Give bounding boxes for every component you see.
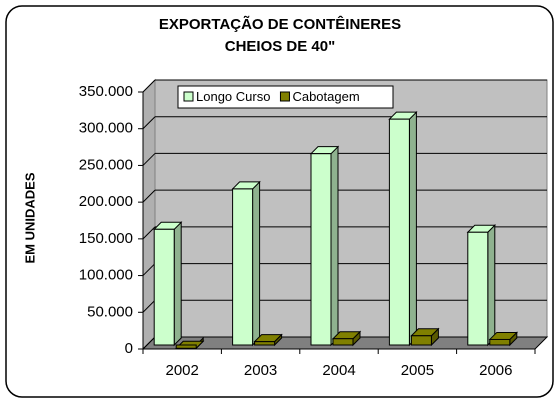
y-tick-label: 200.000: [79, 193, 133, 210]
bar: [388, 118, 410, 346]
chart-title: EXPORTAÇÃO DE CONTÊINERES: [159, 15, 401, 33]
grid-line: [142, 263, 156, 276]
x-tick-label: 2004: [322, 362, 355, 379]
bar: [410, 335, 432, 346]
bar: [153, 228, 175, 346]
bar: [467, 231, 489, 346]
bar: [175, 344, 197, 349]
bar-side: [408, 110, 417, 347]
x-tick-label: 2003: [244, 362, 277, 379]
grid-line: [142, 153, 156, 166]
bar: [489, 338, 511, 346]
bar-side: [330, 145, 339, 347]
grid-line: [142, 79, 156, 93]
grid-line: [142, 226, 156, 240]
y-tick-label: 0: [125, 340, 133, 357]
bar: [310, 153, 332, 346]
legend-label: Longo Curso: [196, 89, 270, 104]
legend-label: Cabotagem: [292, 89, 359, 104]
bar: [254, 341, 276, 346]
y-tick-label: 150.000: [79, 230, 133, 247]
y-tick-label: 350.000: [79, 83, 133, 100]
x-tick-label: 2002: [166, 362, 199, 379]
y-tick-label: 50.000: [87, 303, 133, 320]
grid-line: [142, 189, 156, 203]
y-tick-label: 100.000: [79, 267, 133, 284]
x-tick-label: 2006: [479, 362, 512, 379]
y-tick-label: 300.000: [79, 120, 133, 137]
legend-swatch: [279, 91, 290, 102]
legend-swatch: [183, 91, 194, 102]
bar-side: [252, 180, 261, 347]
y-tick-label: 250.000: [79, 156, 133, 173]
grid-line: [142, 116, 156, 130]
bar-side: [487, 224, 496, 347]
bar: [332, 338, 354, 346]
grid-line: [142, 299, 156, 313]
bar: [232, 188, 254, 346]
x-tick-label: 2005: [401, 362, 434, 379]
side-wall: [142, 78, 156, 351]
grid-line: [142, 336, 156, 350]
chart-title: CHEIOS DE 40": [225, 38, 335, 55]
y-axis-label: EM UNIDADES: [22, 172, 37, 263]
bar-side: [173, 221, 182, 347]
